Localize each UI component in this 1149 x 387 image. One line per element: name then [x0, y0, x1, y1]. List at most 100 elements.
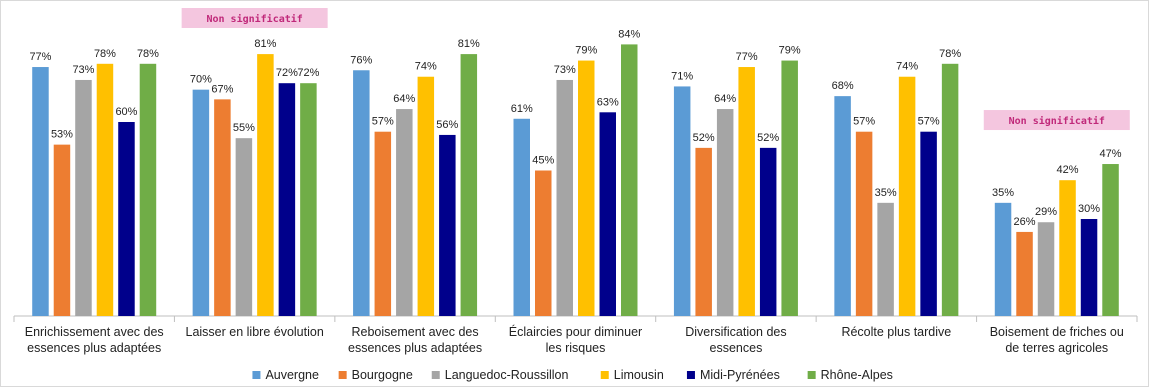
bar [621, 44, 638, 317]
category-label: Laisser en libre évolution [186, 325, 324, 339]
category-label: Enrichissement avec des essences plus ada… [25, 325, 164, 355]
legend-swatch [431, 371, 440, 379]
legend-label: Limousin [614, 368, 664, 382]
bar [695, 147, 712, 316]
bar [32, 67, 49, 317]
bar-value-label: 57% [918, 116, 940, 128]
bar [75, 79, 92, 316]
bar [599, 112, 616, 316]
bar-value-label: 74% [896, 61, 918, 73]
legend-swatch [686, 371, 695, 379]
bar-value-label: 84% [618, 28, 640, 40]
bar [1059, 180, 1076, 316]
bar [374, 131, 392, 316]
bar-value-label: 72% [276, 67, 298, 79]
legend-label: Midi-Pyrénées [700, 368, 780, 382]
bar [513, 118, 530, 317]
bar-value-label: 77% [29, 51, 51, 63]
bar [1016, 231, 1033, 316]
bar [834, 96, 851, 316]
bar-value-label: 81% [458, 38, 480, 50]
bar-value-label: 73% [554, 64, 576, 76]
bar-value-label: 71% [671, 70, 693, 82]
bar [556, 79, 573, 316]
category-label: Reboisement avec des essences plus adapté… [348, 325, 482, 355]
category-label: Boisement de friches ou de terres agricol… [990, 325, 1124, 355]
bar-value-label: 42% [1057, 164, 1079, 176]
legend-label: Bourgogne [352, 368, 413, 382]
bar-value-label: 47% [1100, 148, 1122, 160]
legend-label: Rhône-Alpes [821, 368, 893, 382]
bar [278, 83, 296, 316]
bar [235, 138, 253, 316]
bar-value-label: 64% [714, 93, 736, 105]
bar [994, 202, 1012, 316]
bar-value-label: 74% [415, 61, 437, 73]
bar-value-label: 67% [211, 83, 233, 95]
bar [257, 54, 274, 316]
bar-value-label: 77% [736, 51, 758, 63]
category-label: Récolte plus tardive [841, 325, 951, 339]
category-label: Diversification des essences [685, 325, 786, 355]
bar [396, 109, 413, 316]
legend-label: Languedoc-Roussillon [445, 368, 569, 382]
bar [139, 63, 157, 316]
bar-value-label: 79% [779, 45, 801, 57]
bar-value-label: 78% [137, 48, 159, 60]
bar-value-label: 52% [693, 132, 715, 144]
bar-value-label: 53% [51, 129, 73, 141]
bar-value-label: 35% [992, 187, 1014, 199]
bar-value-label: 78% [939, 48, 961, 60]
bar [855, 131, 873, 316]
bar-value-label: 35% [875, 187, 897, 199]
bar [535, 170, 552, 316]
bar-value-label: 64% [393, 93, 415, 105]
bar-value-label: 73% [72, 64, 94, 76]
bar [417, 76, 435, 316]
legend-label: Auvergne [265, 368, 319, 382]
bar [214, 99, 231, 316]
bar-value-label: 81% [254, 38, 276, 50]
legend-swatch [807, 371, 816, 379]
bar-value-label: 26% [1014, 216, 1036, 228]
bar [53, 144, 71, 316]
bar [877, 202, 894, 316]
bar [1080, 219, 1098, 316]
bar [781, 60, 798, 316]
bar [460, 54, 478, 316]
bar-value-label: 60% [115, 106, 137, 118]
bar-value-label: 78% [94, 48, 116, 60]
bar [759, 147, 777, 316]
bar-value-label: 76% [350, 54, 372, 66]
bar [1037, 222, 1055, 316]
bar-value-label: 57% [853, 116, 875, 128]
bar-value-label: 63% [597, 96, 619, 108]
bar [673, 86, 691, 316]
bar-value-label: 61% [511, 103, 533, 115]
annotation-badge [181, 8, 328, 28]
bar-value-label: 29% [1035, 206, 1057, 218]
bar [96, 63, 114, 316]
bar [941, 63, 959, 316]
annotation-badge-text: Non significatif [206, 13, 302, 25]
bar-value-label: 56% [436, 119, 458, 131]
bar-value-label: 30% [1078, 203, 1100, 215]
bar [118, 122, 135, 316]
bar [439, 134, 456, 316]
bar-value-label: 57% [372, 116, 394, 128]
bar [898, 76, 916, 316]
bar [300, 83, 317, 316]
bar [920, 131, 937, 316]
bar-value-label: 79% [575, 45, 597, 57]
bar [738, 67, 755, 317]
legend-swatch [600, 371, 609, 379]
bar [353, 70, 370, 317]
bar-value-label: 45% [532, 155, 554, 167]
annotation-badge-text: Non significatif [1009, 115, 1105, 127]
legend-swatch [252, 371, 261, 379]
bar [192, 89, 210, 317]
category-label: Éclaircies pour diminuer les risques [509, 324, 642, 355]
bar-value-label: 70% [190, 74, 212, 86]
bar-value-label: 52% [757, 132, 779, 144]
